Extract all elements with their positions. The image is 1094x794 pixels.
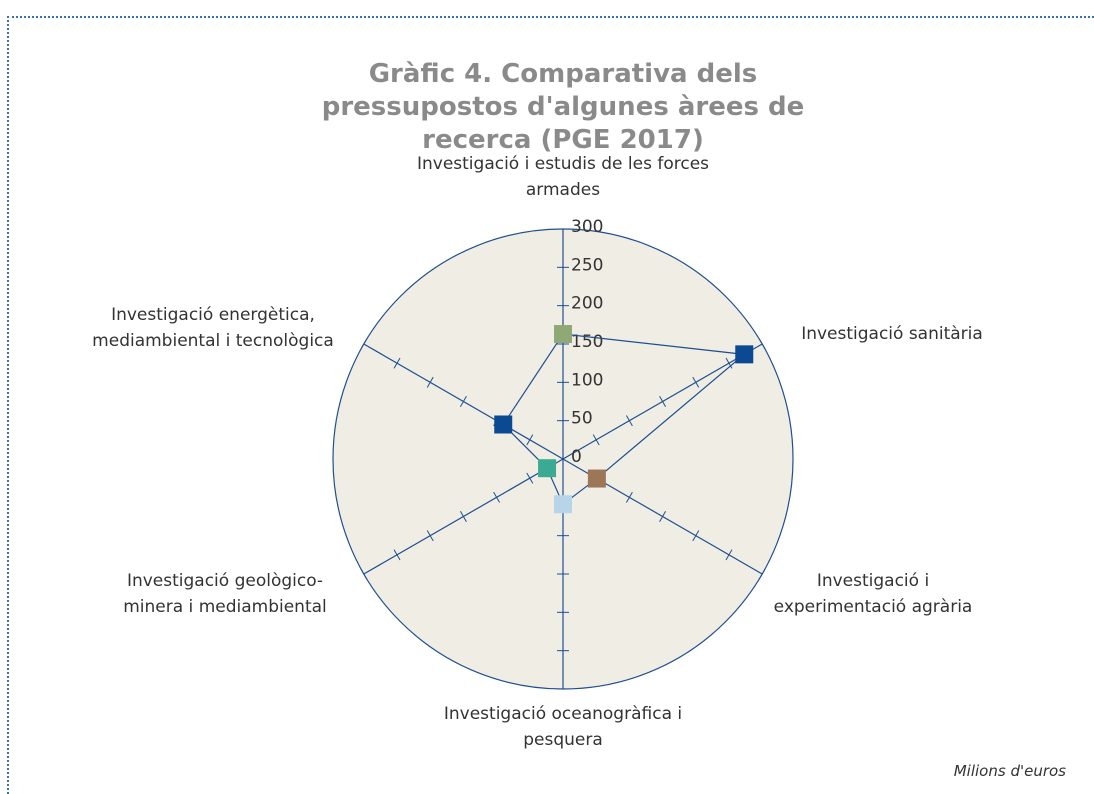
data-point [494, 415, 513, 434]
tick-mark [592, 434, 600, 446]
tick-mark [758, 568, 766, 580]
unit-note: Milions d'euros [953, 762, 1066, 780]
data-point [554, 325, 572, 344]
tick-mark [758, 338, 766, 350]
data-point [735, 345, 754, 364]
tick-label: 200 [571, 294, 603, 314]
category-label: Investigació geològico-minera i mediambi… [123, 571, 327, 617]
tick-mark [692, 530, 700, 542]
tick-label: 100 [571, 370, 603, 390]
data-point [587, 469, 606, 488]
data-point [554, 495, 572, 514]
tick-label: 150 [571, 332, 603, 352]
tick-label: 50 [571, 409, 593, 429]
tick-mark [426, 376, 434, 388]
category-label: Investigació oceanogràfica i pesquera [443, 704, 683, 750]
tick-mark [393, 549, 401, 561]
frame-border [7, 16, 9, 794]
tick-label: 250 [571, 255, 603, 275]
tick-mark [625, 415, 633, 427]
tick-mark [493, 491, 501, 503]
tick-mark [526, 434, 534, 446]
tick-mark [725, 549, 733, 561]
tick-mark [659, 511, 667, 522]
tick-mark [725, 357, 733, 369]
tick-mark [393, 357, 401, 369]
chart-title: Gràfic 4. Comparativa dels pressupostos … [321, 59, 805, 155]
tick-mark [426, 530, 434, 542]
category-label: Investigació i estudis de les forces arm… [416, 154, 710, 200]
tick-mark [625, 491, 633, 503]
tick-label: 300 [571, 217, 603, 237]
tick-mark [459, 511, 467, 522]
tick-mark [692, 376, 700, 388]
tick-mark [360, 338, 368, 350]
tick-mark [360, 568, 368, 580]
tick-mark [659, 396, 667, 407]
tick-mark [459, 396, 467, 407]
category-label: Investigació energètica, mediambiental i… [92, 305, 334, 351]
category-label: Investigació i experimentació agrària [773, 571, 973, 617]
tick-mark [526, 472, 534, 484]
category-label: Investigació sanitària [801, 324, 983, 344]
tick-label: 0 [571, 447, 582, 467]
frame-border [7, 16, 1094, 18]
data-point [538, 459, 557, 478]
